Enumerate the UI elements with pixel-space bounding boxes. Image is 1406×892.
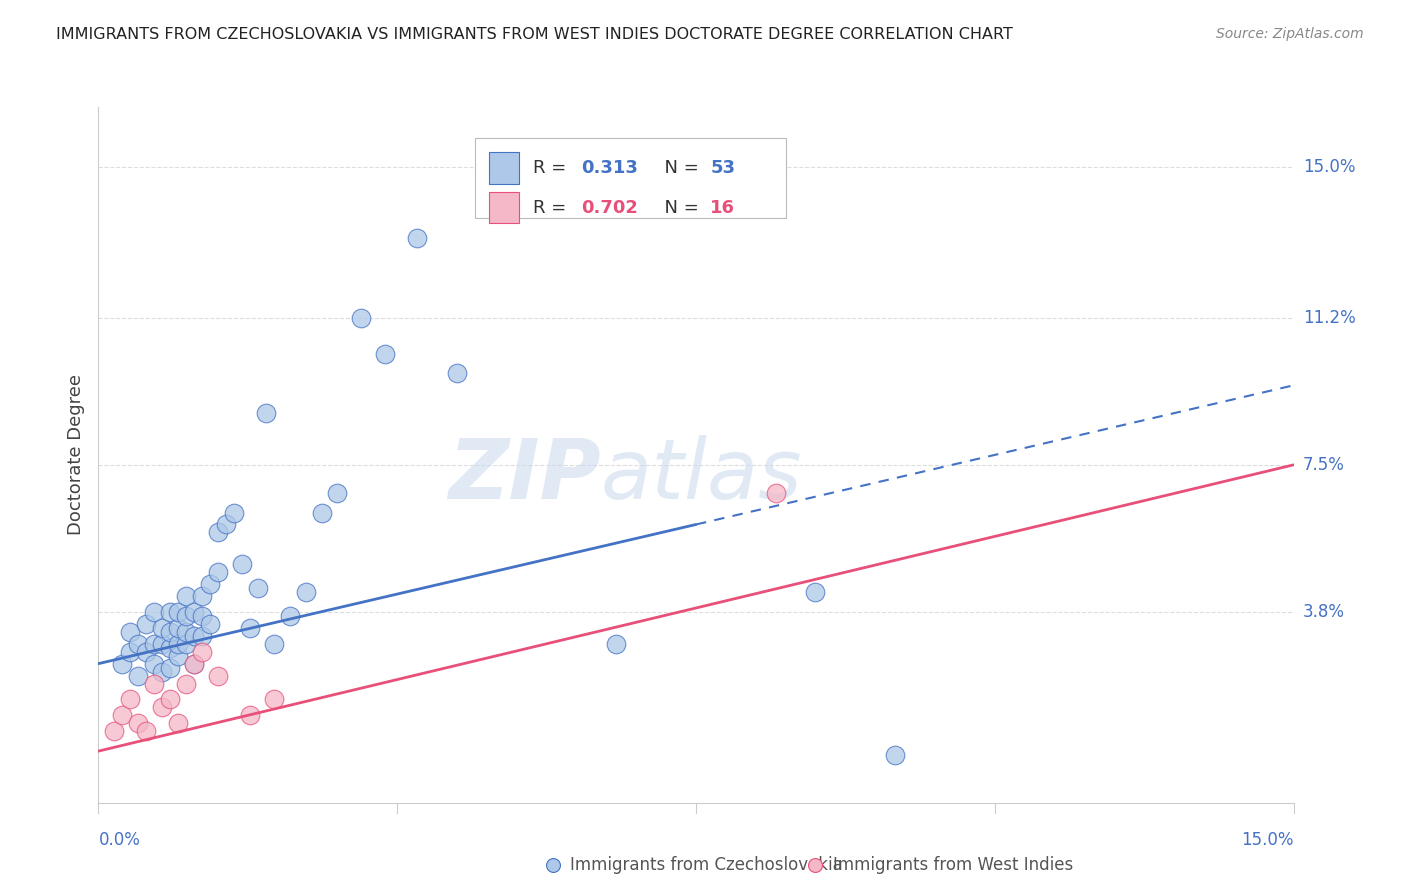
Point bbox=[183, 629, 205, 643]
Point bbox=[159, 605, 181, 619]
Point bbox=[174, 624, 197, 639]
FancyBboxPatch shape bbox=[489, 153, 519, 184]
Text: Immigrants from Czechoslovakia: Immigrants from Czechoslovakia bbox=[571, 856, 844, 874]
Text: 15.0%: 15.0% bbox=[1303, 158, 1355, 176]
Point bbox=[406, 231, 429, 245]
Point bbox=[884, 748, 907, 763]
Point bbox=[167, 605, 190, 619]
Point bbox=[127, 668, 149, 682]
Point bbox=[159, 660, 181, 674]
Point bbox=[167, 648, 190, 663]
Point bbox=[198, 577, 221, 591]
Point bbox=[605, 637, 627, 651]
Point bbox=[311, 506, 333, 520]
Point bbox=[183, 657, 205, 671]
Point bbox=[278, 609, 301, 624]
Text: Source: ZipAtlas.com: Source: ZipAtlas.com bbox=[1216, 27, 1364, 41]
Point bbox=[207, 565, 229, 579]
Point bbox=[231, 558, 253, 572]
Point bbox=[246, 581, 269, 595]
Text: 16: 16 bbox=[710, 199, 735, 217]
Point bbox=[120, 624, 142, 639]
Y-axis label: Doctorate Degree: Doctorate Degree bbox=[66, 375, 84, 535]
Point bbox=[167, 621, 190, 635]
Text: R =: R = bbox=[533, 199, 578, 217]
Point bbox=[294, 585, 316, 599]
Point bbox=[120, 692, 142, 706]
Point bbox=[765, 485, 787, 500]
Text: 7.5%: 7.5% bbox=[1303, 456, 1346, 474]
Point bbox=[135, 724, 157, 739]
Point bbox=[159, 624, 181, 639]
Point bbox=[239, 708, 262, 723]
Point bbox=[103, 724, 125, 739]
Point bbox=[174, 609, 197, 624]
Text: atlas: atlas bbox=[600, 435, 801, 516]
Point bbox=[804, 585, 827, 599]
Point bbox=[263, 692, 285, 706]
Text: Immigrants from West Indies: Immigrants from West Indies bbox=[834, 856, 1074, 874]
Text: ZIP: ZIP bbox=[447, 435, 600, 516]
Point bbox=[263, 637, 285, 651]
Point bbox=[446, 367, 468, 381]
Point bbox=[111, 708, 134, 723]
Point bbox=[143, 657, 166, 671]
Point bbox=[254, 406, 277, 420]
Point bbox=[215, 517, 238, 532]
Point bbox=[150, 637, 173, 651]
Text: N =: N = bbox=[652, 199, 704, 217]
Point bbox=[143, 676, 166, 690]
Point bbox=[159, 692, 181, 706]
Point bbox=[150, 700, 173, 714]
Text: 0.313: 0.313 bbox=[581, 159, 638, 177]
Point bbox=[150, 665, 173, 679]
Point bbox=[191, 589, 214, 603]
Point bbox=[374, 346, 396, 360]
Text: N =: N = bbox=[652, 159, 704, 177]
Text: 0.0%: 0.0% bbox=[98, 830, 141, 848]
Point bbox=[326, 485, 349, 500]
Point bbox=[174, 676, 197, 690]
Text: R =: R = bbox=[533, 159, 578, 177]
Text: 11.2%: 11.2% bbox=[1303, 309, 1355, 326]
Point bbox=[167, 637, 190, 651]
Point bbox=[167, 716, 190, 731]
Text: 53: 53 bbox=[710, 159, 735, 177]
Point bbox=[174, 637, 197, 651]
Point bbox=[127, 637, 149, 651]
Point bbox=[183, 657, 205, 671]
Point bbox=[191, 609, 214, 624]
Point bbox=[111, 657, 134, 671]
Point bbox=[222, 506, 245, 520]
Point bbox=[191, 645, 214, 659]
FancyBboxPatch shape bbox=[475, 138, 786, 219]
Point bbox=[135, 645, 157, 659]
Text: 0.702: 0.702 bbox=[581, 199, 638, 217]
Text: 3.8%: 3.8% bbox=[1303, 603, 1346, 621]
Point bbox=[127, 716, 149, 731]
Point bbox=[239, 621, 262, 635]
Point bbox=[120, 645, 142, 659]
Point bbox=[143, 605, 166, 619]
Point bbox=[159, 640, 181, 655]
Point bbox=[350, 310, 373, 325]
Point bbox=[150, 621, 173, 635]
Text: IMMIGRANTS FROM CZECHOSLOVAKIA VS IMMIGRANTS FROM WEST INDIES DOCTORATE DEGREE C: IMMIGRANTS FROM CZECHOSLOVAKIA VS IMMIGR… bbox=[56, 27, 1014, 42]
Point bbox=[174, 589, 197, 603]
FancyBboxPatch shape bbox=[489, 192, 519, 223]
Point bbox=[135, 616, 157, 631]
Point bbox=[207, 525, 229, 540]
Point bbox=[207, 668, 229, 682]
Text: 15.0%: 15.0% bbox=[1241, 830, 1294, 848]
Point bbox=[191, 629, 214, 643]
Point bbox=[198, 616, 221, 631]
Point bbox=[183, 605, 205, 619]
Point bbox=[143, 637, 166, 651]
